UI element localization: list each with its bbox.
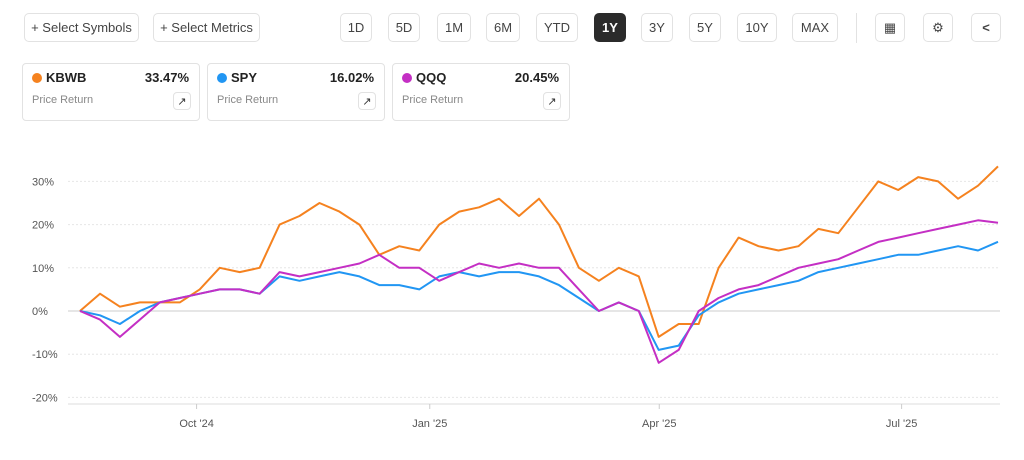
return-value: 20.45% — [514, 70, 559, 85]
select-metrics-button[interactable]: + Select Metrics — [153, 13, 260, 42]
gear-icon: ⚙ — [932, 19, 944, 35]
series-color-dot — [217, 73, 227, 83]
table-view-button[interactable]: ▦ — [875, 13, 905, 42]
y-tick-label: -20% — [32, 392, 58, 404]
metric-label: Price Return — [32, 94, 94, 106]
series-line-spy — [79, 240, 999, 351]
return-value: 33.47% — [144, 70, 189, 85]
symbol-card-qqq[interactable]: QQQ 20.45% Price Return ↗ — [392, 63, 570, 121]
symbol-name: QQQ — [416, 70, 447, 85]
range-button-10y[interactable]: 10Y — [737, 13, 777, 42]
range-button-6m[interactable]: 6M — [486, 13, 520, 42]
y-tick-label: 20% — [32, 220, 54, 232]
range-button-5y[interactable]: 5Y — [689, 13, 721, 42]
x-tick-label: Apr '25 — [642, 418, 677, 430]
range-button-ytd[interactable]: YTD — [536, 13, 578, 42]
trend-chart-icon[interactable]: ↗ — [173, 92, 191, 110]
x-tick-label: Jul '25 — [886, 418, 917, 430]
trend-chart-icon[interactable]: ↗ — [543, 92, 561, 110]
y-tick-label: 10% — [32, 263, 54, 275]
y-tick-label: 0% — [32, 306, 48, 318]
y-tick-label: 30% — [32, 176, 54, 188]
x-tick-label: Oct '24 — [179, 418, 214, 430]
symbol-name: SPY — [231, 70, 258, 85]
range-button-1y[interactable]: 1Y — [594, 13, 626, 42]
range-button-1m[interactable]: 1M — [437, 13, 471, 42]
trend-chart-icon[interactable]: ↗ — [358, 92, 376, 110]
symbol-card-kbwb[interactable]: KBWB 33.47% Price Return ↗ — [22, 63, 200, 121]
toolbar-divider — [856, 13, 857, 43]
select-symbols-button[interactable]: + Select Symbols — [24, 13, 139, 42]
x-tick-label: Jan '25 — [412, 418, 447, 430]
range-button-3y[interactable]: 3Y — [641, 13, 673, 42]
series-line-qqq — [79, 219, 999, 364]
share-button[interactable]: < — [971, 13, 1001, 42]
table-icon: ▦ — [883, 19, 897, 35]
series-color-dot — [402, 73, 412, 83]
range-button-max[interactable]: MAX — [792, 13, 838, 42]
range-button-1d[interactable]: 1D — [340, 13, 372, 42]
series-line-kbwb — [79, 165, 999, 338]
return-value: 16.02% — [329, 70, 374, 85]
y-tick-label: -10% — [32, 349, 58, 361]
series-color-dot — [32, 73, 42, 83]
symbol-card-spy[interactable]: SPY 16.02% Price Return ↗ — [207, 63, 385, 121]
settings-button[interactable]: ⚙ — [923, 13, 953, 42]
metric-label: Price Return — [217, 94, 279, 106]
range-button-5d[interactable]: 5D — [388, 13, 420, 42]
metric-label: Price Return — [402, 94, 464, 106]
share-icon: < — [982, 20, 990, 35]
symbol-name: KBWB — [46, 70, 87, 85]
